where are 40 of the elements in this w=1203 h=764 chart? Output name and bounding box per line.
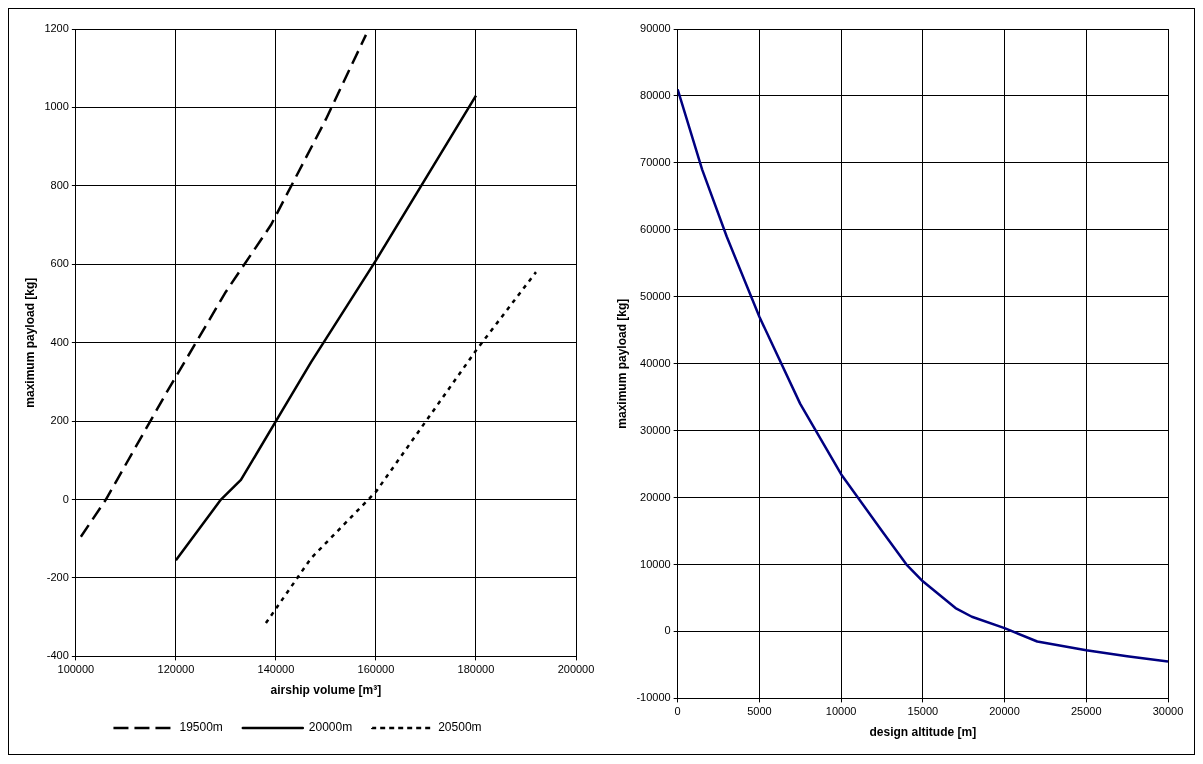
y-tick-label: -200 <box>46 571 69 584</box>
legend-label: 20500m <box>438 720 482 735</box>
y-tick-label: 400 <box>50 335 69 348</box>
y-tick-label: 1000 <box>44 100 69 113</box>
y-tick-label: 90000 <box>640 22 671 35</box>
x-tick-label: 10000 <box>825 705 857 718</box>
x-tick-label: 120000 <box>157 663 195 676</box>
y-tick-label: 20000 <box>640 490 671 503</box>
x-axis-title: airship volume [m³] <box>270 683 382 698</box>
y-tick-label: 80000 <box>640 88 671 101</box>
y-tick-label: 200 <box>50 414 69 427</box>
x-axis-title: design altitude [m] <box>869 725 977 740</box>
x-tick-label: 140000 <box>257 663 295 676</box>
y-axis-title: maximum payload [kg] <box>614 298 629 429</box>
x-tick-label: 100000 <box>57 663 95 676</box>
x-tick-label: 15000 <box>907 705 939 718</box>
x-tick-label: 20000 <box>989 705 1020 718</box>
y-tick-label: 30000 <box>640 423 671 436</box>
x-tick-label: 160000 <box>357 663 395 676</box>
x-tick-label: 0 <box>674 705 681 718</box>
x-tick-label: 180000 <box>457 663 495 676</box>
y-tick-label: 70000 <box>640 155 671 168</box>
legend-label: 20000m <box>308 720 353 735</box>
y-tick-label: 10000 <box>640 557 671 570</box>
y-axis-title: maximum payload [kg] <box>22 277 37 408</box>
y-tick-label: -10000 <box>636 691 671 704</box>
x-tick-label: 200000 <box>557 663 595 676</box>
y-tick-label: 40000 <box>640 356 671 369</box>
legend-label: 19500m <box>179 720 223 735</box>
x-tick-label: 25000 <box>1070 705 1102 718</box>
y-tick-label: 60000 <box>640 222 671 235</box>
y-tick-label: 600 <box>50 257 69 270</box>
y-tick-label: 50000 <box>640 289 671 302</box>
y-tick-label: 1200 <box>44 22 69 35</box>
x-tick-label: 30000 <box>1152 705 1184 718</box>
y-tick-label: 0 <box>664 624 671 637</box>
y-tick-label: 800 <box>50 178 69 191</box>
y-tick-label: -400 <box>46 649 69 662</box>
x-tick-label: 5000 <box>747 705 772 718</box>
y-tick-label: 0 <box>62 492 69 505</box>
